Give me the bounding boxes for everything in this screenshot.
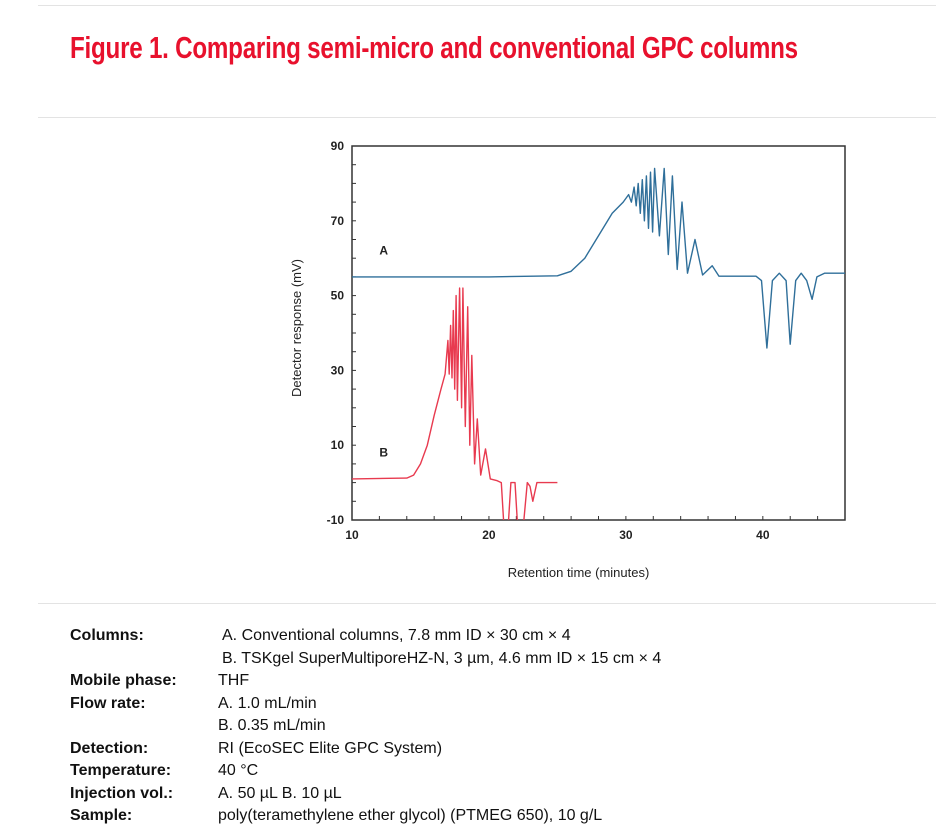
chart-divider xyxy=(38,603,936,604)
title-divider xyxy=(38,117,936,118)
y-tick-label: 70 xyxy=(331,214,345,228)
condition-row: Flow rate: A. 1.0 mL/min xyxy=(70,693,661,716)
condition-key: Detection: xyxy=(70,739,149,757)
x-tick-label: 30 xyxy=(619,528,633,542)
conditions-table: Columns: A. Conventional columns, 7.8 mm … xyxy=(70,625,661,828)
y-tick-label: 10 xyxy=(331,438,345,452)
condition-key: Temperature: xyxy=(70,762,172,779)
condition-value: 40 °C xyxy=(218,762,259,779)
condition-key xyxy=(70,715,218,738)
top-divider xyxy=(38,5,936,6)
series-a-label: A xyxy=(379,243,388,257)
y-tick-label: 30 xyxy=(331,363,345,377)
condition-row: B. TSKgel SuperMultiporeHZ-N, 3 µm, 4.6 … xyxy=(70,648,661,671)
condition-row: B. 0.35 mL/min xyxy=(70,715,661,738)
condition-row: Injection vol.: A. 50 µL B. 10 µL xyxy=(70,783,661,806)
condition-row: Detection: RI (EcoSEC Elite GPC System) xyxy=(70,738,661,761)
condition-key: Flow rate: xyxy=(70,694,146,712)
condition-value: RI (EcoSEC Elite GPC System) xyxy=(218,739,443,757)
condition-value: poly(teramethylene ether glycol) (PTMEG … xyxy=(218,807,603,824)
condition-value: A. 50 µL B. 10 µL xyxy=(218,784,342,802)
condition-key xyxy=(70,648,218,671)
condition-row: Temperature: 40 °C xyxy=(70,760,661,783)
condition-value: A. Conventional columns, 7.8 mm ID × 30 … xyxy=(222,627,571,644)
y-tick-label: 90 xyxy=(331,139,345,153)
x-tick-label: 20 xyxy=(482,528,496,542)
condition-key: Sample: xyxy=(70,807,133,824)
condition-key: Mobile phase: xyxy=(70,672,177,689)
x-axis-label: Retention time (minutes) xyxy=(508,565,650,580)
figure-title: Figure 1. Comparing semi-micro and conve… xyxy=(70,30,798,65)
condition-row: Mobile phase: THF xyxy=(70,670,661,693)
y-axis-label: Detector response (mV) xyxy=(289,259,304,397)
series-a-line xyxy=(352,167,845,349)
y-tick-label: 50 xyxy=(331,289,345,303)
condition-value: A. 1.0 mL/min xyxy=(218,694,317,712)
condition-row: Sample: poly(teramethylene ether glycol) … xyxy=(70,805,661,828)
condition-key: Columns: xyxy=(70,627,144,644)
series-b-label: B xyxy=(379,445,388,459)
plot-frame xyxy=(351,145,846,521)
x-tick-label: 10 xyxy=(345,528,359,542)
y-tick-label: -10 xyxy=(327,513,345,527)
x-tick-label: 40 xyxy=(756,528,770,542)
series-b-line xyxy=(352,287,558,520)
condition-value: THF xyxy=(218,672,250,689)
condition-key: Injection vol.: xyxy=(70,784,174,802)
condition-value: B. TSKgel SuperMultiporeHZ-N, 3 µm, 4.6 … xyxy=(222,649,662,667)
condition-value: B. 0.35 mL/min xyxy=(218,717,326,734)
condition-row: Columns: A. Conventional columns, 7.8 mm … xyxy=(70,625,661,648)
